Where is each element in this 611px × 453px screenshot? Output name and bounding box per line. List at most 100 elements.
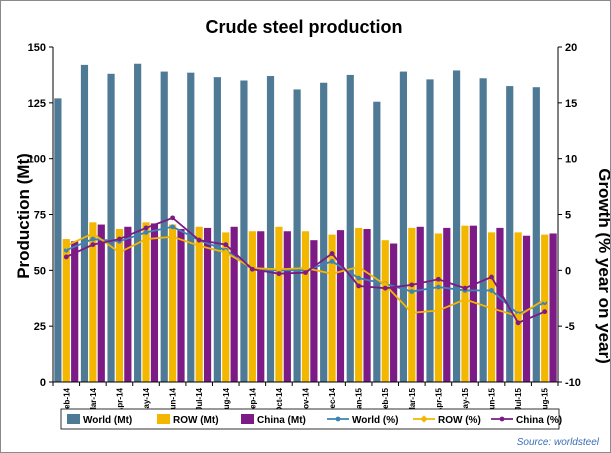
legend: World (Mt) ROW (Mt) China (Mt) World (%) ROW… [60, 408, 562, 430]
point-2-9 [303, 270, 308, 275]
x-tick-label: Jun-15 [488, 387, 497, 413]
x-tick-label: Jan-15 [355, 387, 364, 413]
bar-2-5 [203, 227, 212, 382]
point-2-17 [515, 320, 521, 326]
point-2-12 [382, 285, 388, 291]
point-2-1 [90, 242, 96, 248]
bar-1-11 [355, 227, 363, 382]
legend-label-1: ROW (Mt) [173, 415, 219, 426]
chart-title: Crude steel production [205, 17, 402, 37]
bar-0-3 [134, 63, 142, 382]
point-2-0 [63, 254, 69, 260]
point-2-16 [489, 274, 494, 280]
bar-2-15 [469, 225, 477, 382]
legend-label-4: ROW (%) [438, 415, 481, 426]
x-tick-label: Aug-14 [222, 387, 231, 415]
y2-tick-label: 10 [565, 154, 577, 166]
point-2-14 [435, 276, 441, 282]
axes-layer: 0 25 50 75 100 125 150 -10 -5 0 5 10 15 20 Feb-14 Mar-1… [28, 42, 581, 415]
point-2-7 [249, 266, 255, 272]
legend-swatch-1 [157, 414, 170, 424]
point-0-16 [489, 288, 494, 293]
bar-2-8 [283, 231, 291, 382]
bar-1-13 [408, 227, 416, 382]
bar-0-5 [187, 72, 195, 383]
bar-1-1 [89, 222, 97, 382]
point-2-2 [117, 236, 122, 242]
bar-1-9 [301, 231, 310, 382]
bar-2-3 [150, 223, 159, 382]
x-tick-label: Feb-14 [62, 387, 71, 413]
x-tick-label: Nov-14 [302, 387, 311, 414]
y-tick-label: 0 [40, 377, 46, 389]
bar-1-8 [275, 226, 283, 382]
legend-marker-5 [499, 416, 505, 422]
bar-0-18 [532, 87, 540, 382]
x-tick-label: Apr-14 [115, 387, 124, 413]
bar-2-18 [549, 233, 557, 382]
point-2-3 [143, 225, 149, 231]
point-1-18 [541, 295, 549, 304]
y2-tick-label: 20 [565, 42, 577, 54]
bar-0-7 [240, 80, 248, 382]
point-1-2 [115, 248, 124, 257]
legend-swatch-2 [241, 414, 254, 424]
bar-0-16 [479, 78, 487, 383]
point-2-10 [329, 251, 335, 256]
bars-layer [54, 63, 557, 383]
bar-0-13 [399, 71, 408, 382]
point-0-4 [170, 224, 176, 230]
x-tick-label: Feb-15 [381, 387, 390, 413]
legend-label-3: World (%) [352, 415, 398, 426]
bar-0-2 [107, 73, 115, 383]
bar-1-6 [222, 232, 230, 382]
bar-2-14 [443, 227, 451, 382]
point-2-11 [356, 283, 362, 289]
point-0-11 [356, 275, 362, 281]
bar-2-10 [336, 230, 345, 382]
x-tick-label: May-14 [142, 387, 151, 415]
point-0-0 [63, 247, 69, 253]
y2-tick-label: 15 [565, 98, 577, 110]
bar-2-0 [71, 241, 79, 382]
legend-label-0: World (Mt) [83, 415, 132, 426]
bar-2-2 [124, 226, 132, 382]
y2-tick-label: 0 [565, 265, 571, 277]
bar-0-10 [320, 82, 328, 382]
legend-marker-4 [420, 415, 428, 423]
source-note: Source: worldsteel [517, 437, 600, 448]
bar-2-12 [390, 243, 398, 382]
bar-2-16 [496, 227, 504, 382]
point-0-1 [90, 236, 96, 242]
x-tick-label: Mar-15 [408, 387, 417, 413]
x-tick-label: Apr-15 [434, 387, 443, 413]
bar-0-1 [80, 64, 89, 382]
point-2-18 [542, 309, 548, 315]
point-1-3 [142, 235, 150, 243]
point-1-14 [434, 306, 443, 315]
point-2-5 [196, 237, 202, 243]
y-tick-label: 125 [28, 98, 46, 110]
bar-1-0 [62, 239, 70, 382]
point-0-14 [435, 284, 441, 290]
bar-2-13 [416, 226, 424, 382]
x-tick-label: Dec-14 [328, 387, 337, 414]
point-0-3 [143, 229, 149, 235]
x-tick-label: May-15 [461, 387, 470, 415]
x-tick-label: Jul-14 [195, 387, 204, 411]
point-2-8 [276, 271, 282, 277]
bar-1-7 [248, 231, 256, 382]
bar-0-17 [506, 86, 514, 382]
bar-0-15 [452, 70, 461, 382]
y-tick-label: 150 [28, 42, 46, 54]
legend-swatch-0 [67, 414, 80, 424]
bar-2-1 [97, 224, 105, 382]
bar-1-17 [514, 232, 522, 382]
x-tick-label: Jun-14 [169, 387, 178, 413]
bar-0-12 [373, 101, 381, 382]
bar-0-4 [160, 71, 168, 382]
bar-0-14 [426, 79, 434, 382]
bar-1-18 [541, 234, 549, 382]
